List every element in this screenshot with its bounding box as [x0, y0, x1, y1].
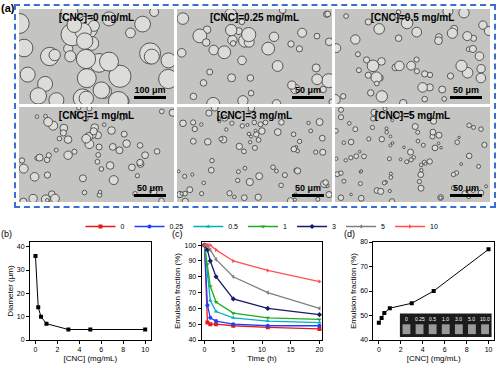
svg-text:30: 30 — [17, 266, 25, 273]
svg-text:50 μm: 50 μm — [295, 85, 321, 95]
svg-text:Emulsion fraction (%): Emulsion fraction (%) — [173, 253, 182, 329]
svg-text:20: 20 — [17, 290, 25, 297]
svg-text:[CNC] (mg/mL): [CNC] (mg/mL) — [63, 354, 117, 363]
svg-text:[CNC] (mg/mL): [CNC] (mg/mL) — [407, 354, 461, 363]
svg-text:40: 40 — [360, 336, 368, 343]
svg-text:10: 10 — [141, 346, 149, 353]
svg-text:2: 2 — [399, 346, 403, 353]
svg-text:3.0: 3.0 — [455, 316, 462, 322]
svg-text:(d): (d) — [344, 229, 355, 239]
svg-text:10: 10 — [258, 346, 266, 353]
svg-text:70: 70 — [188, 289, 196, 296]
svg-text:6: 6 — [443, 346, 447, 353]
svg-text:[CNC]=5 mg/mL: [CNC]=5 mg/mL — [375, 110, 450, 121]
svg-text:(b): (b) — [1, 229, 12, 239]
svg-text:20: 20 — [316, 346, 324, 353]
html-text:(a): (a) — [1, 2, 15, 14]
svg-text:8: 8 — [121, 346, 125, 353]
svg-text:[CNC]=3 mg/mL: [CNC]=3 mg/mL — [217, 110, 292, 121]
svg-text:4: 4 — [77, 346, 81, 353]
svg-text:[CNC]=1 mg/mL: [CNC]=1 mg/mL — [59, 110, 134, 121]
svg-text:50: 50 — [360, 312, 368, 319]
svg-text:5: 5 — [381, 223, 385, 230]
svg-text:[CNC]=0.25 mg/mL: [CNC]=0.25 mg/mL — [210, 12, 299, 23]
svg-text:60: 60 — [188, 305, 196, 312]
svg-text:0.5: 0.5 — [228, 223, 238, 230]
svg-text:40: 40 — [188, 336, 196, 343]
svg-text:5: 5 — [231, 346, 235, 353]
svg-text:10: 10 — [485, 346, 493, 353]
svg-text:3: 3 — [332, 223, 336, 230]
svg-text:Emulsion fraction (%): Emulsion fraction (%) — [349, 253, 358, 329]
svg-text:50 μm: 50 μm — [137, 183, 163, 193]
svg-text:60: 60 — [360, 287, 368, 294]
svg-text:[CNC]=0 mg/mL: [CNC]=0 mg/mL — [59, 12, 134, 23]
svg-text:0.25: 0.25 — [170, 223, 184, 230]
svg-text:0: 0 — [21, 336, 25, 343]
svg-text:8: 8 — [465, 346, 469, 353]
svg-text:0: 0 — [203, 346, 207, 353]
svg-text:0: 0 — [34, 346, 38, 353]
svg-text:50 μm: 50 μm — [453, 85, 479, 95]
svg-text:Diameter (μm): Diameter (μm) — [6, 265, 15, 317]
svg-text:40: 40 — [17, 243, 25, 250]
svg-text:1.0: 1.0 — [442, 316, 449, 322]
svg-text:5.0: 5.0 — [468, 316, 475, 322]
svg-text:(c): (c) — [172, 229, 183, 239]
svg-text:0: 0 — [377, 346, 381, 353]
svg-text:50 μm: 50 μm — [295, 183, 321, 193]
svg-text:50 μm: 50 μm — [453, 183, 479, 193]
svg-text:0: 0 — [121, 223, 125, 230]
svg-text:6: 6 — [99, 346, 103, 353]
svg-text:1: 1 — [283, 223, 287, 230]
svg-text:0.5: 0.5 — [429, 316, 436, 322]
svg-text:15: 15 — [287, 346, 295, 353]
svg-text:70: 70 — [360, 263, 368, 270]
svg-text:10: 10 — [17, 313, 25, 320]
svg-text:10: 10 — [430, 223, 438, 230]
svg-text:80: 80 — [188, 273, 196, 280]
svg-text:10.0: 10.0 — [480, 316, 490, 322]
svg-text:80: 80 — [360, 238, 368, 245]
svg-text:Time (h): Time (h) — [247, 354, 277, 363]
svg-text:4: 4 — [421, 346, 425, 353]
svg-text:100 μm: 100 μm — [134, 85, 165, 95]
svg-text:0.25: 0.25 — [415, 316, 425, 322]
svg-text:2: 2 — [55, 346, 59, 353]
svg-text:100: 100 — [185, 242, 197, 249]
svg-text:90: 90 — [188, 257, 196, 264]
svg-text:[CNC]=0.5 mg/mL: [CNC]=0.5 mg/mL — [371, 12, 455, 23]
svg-text:50: 50 — [188, 321, 196, 328]
svg-text:0: 0 — [405, 316, 408, 322]
